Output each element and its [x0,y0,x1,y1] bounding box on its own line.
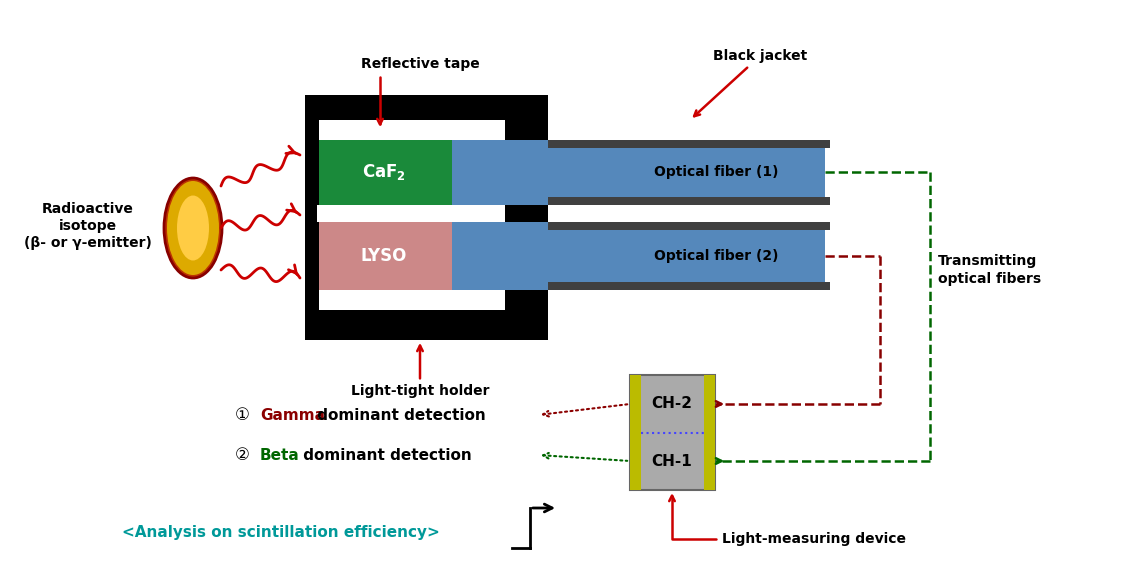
Text: Reflective tape: Reflective tape [361,57,480,124]
Text: CH-2: CH-2 [652,397,693,411]
Ellipse shape [177,195,210,261]
Text: $\mathbf{CaF_2}$: $\mathbf{CaF_2}$ [362,162,406,182]
Bar [548,197,830,205]
Text: Transmitting
optical fibers: Transmitting optical fibers [938,254,1041,286]
Text: (β- or γ-emitter): (β- or γ-emitter) [24,236,152,250]
Text: Beta: Beta [260,448,300,462]
Bar [548,140,830,148]
Bar [317,222,452,290]
Text: Black jacket: Black jacket [694,49,807,116]
Text: dominant detection: dominant detection [298,448,472,462]
Bar [630,375,641,490]
Text: ①: ① [235,406,250,424]
Ellipse shape [164,178,222,278]
Bar [548,222,830,230]
Text: Radioactive: Radioactive [42,202,134,216]
Bar [317,140,548,205]
Text: Gamma: Gamma [260,407,325,422]
Text: CH-1: CH-1 [652,453,693,469]
Bar [305,205,548,222]
Text: ②: ② [235,446,250,464]
Bar [317,222,548,290]
Bar [704,375,714,490]
Bar [305,95,548,340]
Ellipse shape [167,181,219,275]
Bar [305,95,319,340]
Bar [548,282,830,290]
Bar [317,290,505,310]
Bar [305,310,548,340]
Bar [630,375,714,490]
Text: LYSO: LYSO [361,247,408,265]
Bar [305,95,548,120]
Bar [317,205,505,222]
Text: dominant detection: dominant detection [311,407,485,422]
Bar [317,205,505,222]
Text: Optical fiber (2): Optical fiber (2) [654,249,779,263]
Text: Light-measuring device: Light-measuring device [669,496,906,546]
Bar [317,140,452,205]
Bar [548,222,826,290]
Text: <Analysis on scintillation efficiency>: <Analysis on scintillation efficiency> [123,525,440,540]
Bar [317,120,505,140]
Text: Optical fiber (1): Optical fiber (1) [654,165,779,179]
Bar [548,140,826,205]
Text: isotope: isotope [58,219,117,233]
Text: Light-tight holder: Light-tight holder [350,346,489,398]
